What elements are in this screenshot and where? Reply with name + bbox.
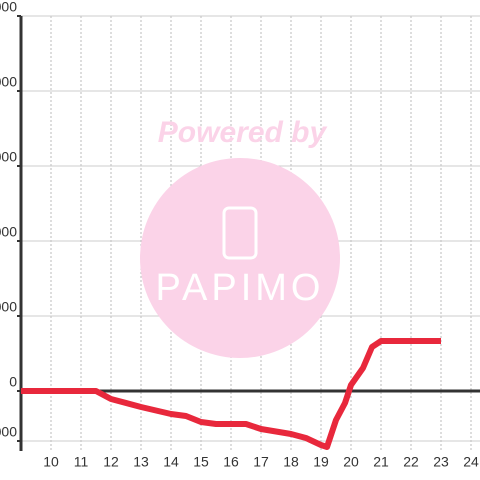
- y-tick-label: 30,000: [0, 299, 17, 315]
- x-tick-label: 24: [463, 454, 479, 470]
- x-tick-label: 13: [133, 454, 149, 470]
- y-tick-label: 90,000: [0, 149, 17, 165]
- watermark-title: Powered by: [158, 116, 328, 149]
- y-tick-label: -20,000: [0, 424, 17, 440]
- data-line: [21, 338, 441, 450]
- watermark: Powered by PAPIMO: [140, 116, 340, 358]
- x-tick-label: 10: [43, 454, 59, 470]
- x-tick-label: 21: [373, 454, 389, 470]
- x-tick-label: 17: [253, 454, 269, 470]
- x-tick-label: 20: [343, 454, 359, 470]
- y-tick-label: 150,000: [0, 0, 17, 15]
- x-tick-label: 19: [313, 454, 329, 470]
- x-tick-label: 15: [193, 454, 209, 470]
- y-tick-label: 0: [9, 374, 17, 390]
- x-tick-label: 23: [433, 454, 449, 470]
- watermark-brand: PAPIMO: [156, 267, 325, 309]
- x-tick-label: 12: [103, 454, 119, 470]
- x-tick-label: 14: [163, 454, 179, 470]
- x-tick-label: 18: [283, 454, 299, 470]
- y-tick-label: 120,000: [0, 74, 17, 90]
- x-tick-label: 11: [74, 454, 89, 470]
- watermark-icon: [222, 206, 258, 260]
- y-tick-label: 60,000: [0, 224, 17, 240]
- x-tick-label: 22: [403, 454, 419, 470]
- x-tick-label: 16: [223, 454, 239, 470]
